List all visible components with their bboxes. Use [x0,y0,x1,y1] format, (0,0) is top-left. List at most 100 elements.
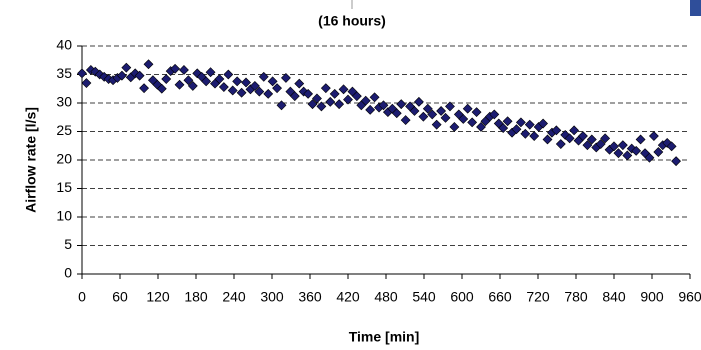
point [320,83,331,94]
point [524,119,535,130]
point [334,99,345,110]
point [236,87,247,98]
point [214,74,225,84]
y-tick-label: 0 [64,265,72,281]
point [378,100,389,111]
point [666,141,677,152]
point [351,91,362,102]
point [431,119,442,130]
point [365,104,376,115]
point [515,117,526,128]
point [445,101,455,112]
point [671,156,681,167]
point [653,147,664,157]
point [489,109,500,120]
point [578,131,588,141]
point [538,118,548,129]
point [440,112,451,123]
point [161,74,172,84]
point [622,150,633,161]
point [644,152,655,163]
x-tick-label: 240 [222,289,246,305]
point [409,106,420,116]
point [471,107,482,118]
point [241,77,251,88]
x-tick-label: 840 [602,289,626,305]
x-tick-label: 900 [640,289,664,305]
x-axis-label: Time [min] [349,329,420,345]
y-tick-label: 5 [64,236,72,252]
decoration-block [690,0,701,16]
point [258,71,269,82]
point [600,133,611,144]
point [338,84,349,95]
point [143,59,154,70]
point [400,115,411,126]
x-tick-label: 360 [298,289,322,305]
y-tick-label: 15 [56,179,72,195]
x-tick-label: 960 [678,289,701,305]
point [343,94,353,105]
point [635,134,646,145]
point [396,99,407,110]
point [520,128,531,139]
point [218,82,229,92]
point [449,122,460,132]
point [201,76,212,87]
point [414,96,424,107]
y-tick-label: 30 [56,94,72,110]
point [249,80,260,91]
point [418,111,429,122]
point [613,148,624,159]
point [183,75,194,86]
point [511,124,522,135]
x-tick-label: 600 [450,289,474,305]
point [289,91,300,102]
point [551,125,562,136]
point [77,68,87,79]
point [542,134,553,145]
point [502,116,513,127]
x-tick-label: 480 [374,289,398,305]
point [156,83,167,94]
point [187,80,198,91]
point [267,76,278,87]
point [564,133,575,144]
point [81,78,92,88]
point [462,103,473,114]
point [325,96,336,107]
point [436,106,447,116]
point [294,78,305,89]
point [303,88,314,99]
point [329,88,340,99]
point [174,79,185,90]
x-tick-label: 720 [526,289,550,305]
point [192,68,203,79]
point [369,92,380,103]
point [422,103,433,114]
chart-title: (16 hours) [318,13,386,29]
point [227,85,238,96]
point [281,72,291,83]
point [631,145,642,156]
y-axis-label: Airflow rate [l/s] [23,107,39,213]
point [609,141,619,152]
point [427,109,438,120]
x-tick-label: 180 [184,289,208,305]
x-tick-label: 60 [112,289,128,305]
y-tick-label: 35 [56,65,72,81]
point [205,67,216,78]
point [316,101,327,112]
y-tick-label: 20 [56,151,72,167]
point [99,71,110,82]
point [569,125,580,136]
point [467,117,478,128]
point [298,86,309,97]
point [586,134,597,145]
point [179,65,189,75]
point [232,76,243,87]
point [529,131,540,141]
point [121,62,132,73]
point [276,100,287,111]
x-tick-label: 660 [488,289,512,305]
